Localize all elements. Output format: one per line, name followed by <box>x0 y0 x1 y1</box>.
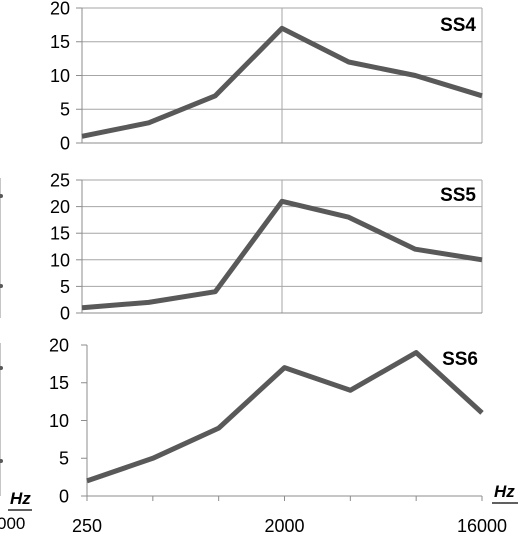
y-tick-label: 10 <box>50 66 70 86</box>
chart-panel-ss4: 0 5 10 15 20 SS4 <box>50 0 483 153</box>
chart-panel-ss5: 0 5 10 15 20 25 SS5 <box>50 170 483 323</box>
y-tick-label: 25 <box>50 170 70 190</box>
left-fragment-point <box>0 194 3 198</box>
y-tick-label: 10 <box>50 250 70 270</box>
x-axis: 250 2000 16000 <box>72 495 507 535</box>
y-tick-label: 5 <box>60 277 70 297</box>
y-tick-label: 20 <box>50 0 70 18</box>
left-fragment-point <box>0 284 3 288</box>
left-fragment-point <box>0 366 3 370</box>
data-line <box>86 350 484 484</box>
chart-title: SS5 <box>440 185 476 206</box>
y-tick-label: 15 <box>49 373 69 393</box>
y-tick-label: 15 <box>50 32 70 52</box>
y-tick-label: 10 <box>49 411 69 431</box>
y-tick-label: 20 <box>49 335 69 355</box>
x-tick-label: 250 <box>72 516 102 535</box>
x-tick-label: 2000 <box>264 516 304 535</box>
y-tick-label: 0 <box>59 486 69 506</box>
left-fragment-axis-label: Hz <box>10 489 31 508</box>
left-fragment-tick-label: 000 <box>0 514 25 533</box>
x-axis-label: Hz <box>494 482 515 501</box>
y-tick-label: 5 <box>60 100 70 120</box>
y-tick-label: 20 <box>50 197 70 217</box>
y-axis: 0 5 10 15 20 <box>50 0 83 153</box>
chart-panel-ss6: 0 5 10 15 20 250 2000 16000 SS6 Hz <box>49 335 518 535</box>
y-axis: 0 5 10 15 20 <box>49 335 88 506</box>
left-fragment: Hz 000 <box>0 178 32 533</box>
chart-title: SS4 <box>440 15 476 36</box>
chart-title: SS6 <box>442 349 478 370</box>
y-tick-label: 0 <box>60 303 70 323</box>
y-tick-label: 15 <box>50 224 70 244</box>
left-fragment-point <box>0 459 3 463</box>
x-tick-label: 16000 <box>457 516 507 535</box>
y-axis: 0 5 10 15 20 25 <box>50 170 83 323</box>
y-tick-label: 0 <box>60 133 70 153</box>
y-tick-label: 5 <box>59 449 69 469</box>
